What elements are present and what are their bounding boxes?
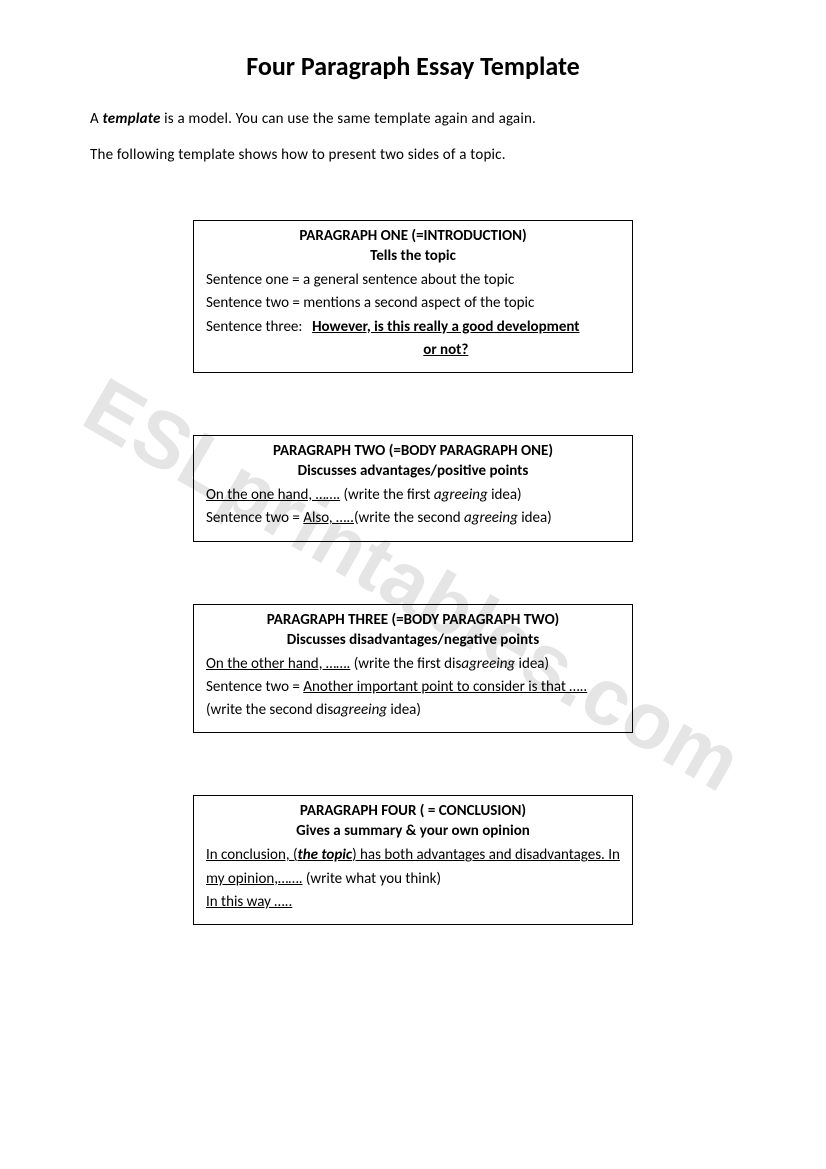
- page-title: Four Paragraph Essay Template: [90, 50, 736, 82]
- box1-line3: Sentence three: However, is this really …: [206, 316, 620, 363]
- box3-line2-underline: Another important point to consider is t…: [303, 678, 587, 696]
- box1-line3-underline: However, is this really a good developme…: [306, 316, 586, 363]
- box3-line1-underline: On the other hand, …….: [206, 655, 350, 673]
- box1-line1: Sentence one = a general sentence about …: [206, 269, 620, 292]
- box4-line1-suffix: (write what you think): [302, 870, 441, 888]
- paragraph-box-1: PARAGRAPH ONE (=INTRODUCTION) Tells the …: [193, 220, 633, 373]
- paragraph-box-2: PARAGRAPH TWO (=BODY PARAGRAPH ONE) Disc…: [193, 435, 633, 542]
- box4-line2: In this way …..: [206, 891, 620, 914]
- intro-prefix: A: [90, 110, 102, 128]
- box2-header2: Discusses advantages/positive points: [206, 462, 620, 480]
- box2-line2-suffix: idea): [518, 509, 552, 527]
- box3-line2: Sentence two = Another important point t…: [206, 676, 620, 723]
- paragraph-box-4: PARAGRAPH FOUR ( = CONCLUSION) Gives a s…: [193, 795, 633, 925]
- box2-line2-prefix: Sentence two =: [206, 509, 303, 527]
- intro-bold: template: [102, 110, 160, 128]
- box2-line1: On the one hand, ……. (write the first ag…: [206, 484, 620, 507]
- box1-line3-prefix: Sentence three:: [206, 318, 306, 336]
- box2-line1-italic: agreeing: [434, 486, 488, 504]
- box4-header1: PARAGRAPH FOUR ( = CONCLUSION): [206, 802, 620, 820]
- intro-line-2: The following template shows how to pres…: [90, 146, 736, 164]
- box2-line1-plain: (write the first: [340, 486, 434, 504]
- box3-line2-plain: (write the second dis: [206, 701, 333, 719]
- box3-line2-prefix: Sentence two =: [206, 678, 303, 696]
- box2-header1: PARAGRAPH TWO (=BODY PARAGRAPH ONE): [206, 442, 620, 460]
- box1-header2: Tells the topic: [206, 247, 620, 265]
- intro-line-1: A template is a model. You can use the s…: [90, 110, 736, 128]
- box3-line1: On the other hand, ……. (write the first …: [206, 653, 620, 676]
- box2-line2-italic: agreeing: [464, 509, 518, 527]
- box4-line1-ua: In conclusion, (: [206, 846, 298, 864]
- paragraph-box-3: PARAGRAPH THREE (=BODY PARAGRAPH TWO) Di…: [193, 604, 633, 734]
- box2-line1-suffix: idea): [488, 486, 522, 504]
- box2-line2-plain: (write the second: [354, 509, 464, 527]
- box2-line2-underline: Also, …..: [303, 509, 354, 527]
- boxes-container: PARAGRAPH ONE (=INTRODUCTION) Tells the …: [90, 220, 736, 925]
- box2-line2: Sentence two = Also, …..(write the secon…: [206, 507, 620, 530]
- box3-line1-suffix: idea): [515, 655, 549, 673]
- box3-line2-suffix: idea): [387, 701, 421, 719]
- box4-header2: Gives a summary & your own opinion: [206, 822, 620, 840]
- box3-line1-plain: (write the first dis: [350, 655, 461, 673]
- box1-header1: PARAGRAPH ONE (=INTRODUCTION): [206, 227, 620, 245]
- box2-line1-underline: On the one hand, …….: [206, 486, 340, 504]
- box4-line1: In conclusion, (the topic) has both adva…: [206, 844, 620, 891]
- box3-line1-italic: agreeing: [461, 655, 515, 673]
- box3-header1: PARAGRAPH THREE (=BODY PARAGRAPH TWO): [206, 611, 620, 629]
- box4-line1-italic: the topic: [298, 846, 353, 864]
- box1-line2: Sentence two = mentions a second aspect …: [206, 292, 620, 315]
- box3-header2: Discusses disadvantages/negative points: [206, 631, 620, 649]
- intro-suffix: is a model. You can use the same templat…: [161, 110, 536, 128]
- box3-line2-italic: agreeing: [333, 701, 387, 719]
- box4-line2-underline: In this way …..: [206, 893, 292, 911]
